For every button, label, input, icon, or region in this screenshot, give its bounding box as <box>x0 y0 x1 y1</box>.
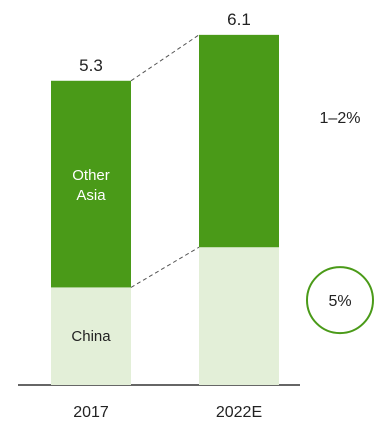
x-tick-label-2017: 2017 <box>73 404 109 421</box>
segment-label-china: China <box>71 328 111 345</box>
segment-label-other-asia-line1: Other <box>72 167 110 184</box>
x-tick-label-2022e: 2022E <box>216 404 262 421</box>
growth-annotation-china: 5% <box>328 293 351 310</box>
connector-top-dashed <box>130 34 200 82</box>
total-label-2017: 5.3 <box>79 56 103 75</box>
total-label-2022e: 6.1 <box>227 10 251 29</box>
growth-annotation-other-asia: 1–2% <box>320 110 361 127</box>
bar-2017-other-asia <box>51 80 131 288</box>
segment-label-other-asia-line2: Asia <box>76 187 106 204</box>
growth-annotation-circle <box>306 266 374 335</box>
bar-2022e-china <box>199 247 279 385</box>
bar-2022e-other-asia <box>199 34 279 248</box>
bar-2017-china <box>51 287 131 385</box>
connector-middle-dashed <box>130 246 200 288</box>
